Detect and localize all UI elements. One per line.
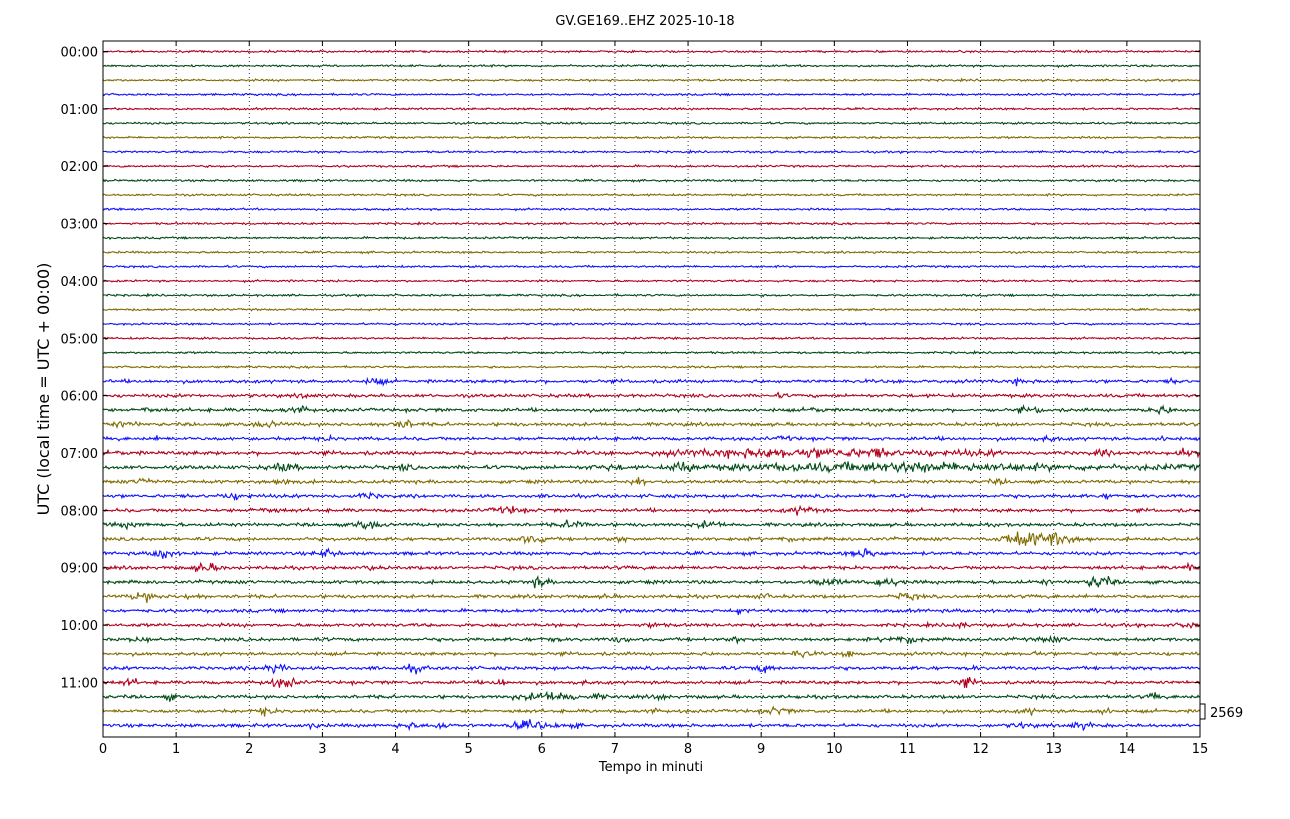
x-tick-label: 5 <box>465 742 473 757</box>
seismic-trace <box>102 121 1201 126</box>
seismic-trace <box>102 321 1201 327</box>
seismic-trace <box>102 391 1201 400</box>
seismic-trace <box>102 519 1201 531</box>
x-tick-label: 6 <box>538 742 546 757</box>
y-tick-label: 03:00 <box>61 218 98 233</box>
y-tick-label: 04:00 <box>61 275 98 290</box>
y-tick-label: 00:00 <box>61 46 98 61</box>
seismic-trace <box>102 278 1201 284</box>
amplitude-scale-label: 2569 <box>1210 706 1243 721</box>
plot-frame <box>102 40 1201 738</box>
x-tick-label: 14 <box>1119 742 1136 757</box>
x-tick-label: 1 <box>172 742 180 757</box>
y-axis-ticks: 00:00 01:00 02:00 03:00 04:00 05:00 06:00 07:00… <box>61 46 1200 691</box>
seismic-trace <box>102 620 1201 630</box>
y-tick-label: 07:00 <box>61 447 98 462</box>
x-tick-label: 8 <box>684 742 692 757</box>
seismic-trace <box>102 349 1201 355</box>
seismic-trace <box>102 307 1201 312</box>
x-tick-label: 4 <box>391 742 399 757</box>
y-tick-label: 08:00 <box>61 504 98 519</box>
seismic-trace <box>102 447 1200 459</box>
amplitude-scale-marker: 2569 <box>1199 703 1243 721</box>
seismic-trace <box>102 574 1201 589</box>
y-axis-label: UTC (local time = UTC + 00:00) <box>34 263 53 516</box>
seismic-trace <box>102 364 1201 370</box>
seismic-trace <box>102 264 1201 269</box>
seismic-trace <box>102 547 1201 559</box>
y-tick-label: 02:00 <box>61 160 98 175</box>
x-tick-label: 11 <box>899 742 916 757</box>
x-tick-label: 13 <box>1045 742 1062 757</box>
seismic-trace <box>102 592 1201 604</box>
seismic-trace <box>103 607 1201 616</box>
x-tick-label: 10 <box>826 742 843 757</box>
x-axis-ticks: 0 1 2 3 4 5 6 7 8 9 10 11 12 13 14 15 <box>99 41 1208 757</box>
seismic-trace <box>102 164 1201 169</box>
seismic-trace <box>102 77 1201 83</box>
x-tick-label: 3 <box>318 742 326 757</box>
x-tick-label: 9 <box>757 742 765 757</box>
seismic-trace <box>103 418 1201 429</box>
seismic-trace <box>102 376 1201 387</box>
x-axis-label: Tempo in minuti <box>598 760 703 775</box>
seismic-trace <box>102 106 1201 112</box>
seismic-trace <box>102 403 1201 416</box>
y-tick-label: 06:00 <box>61 390 98 405</box>
seismic-trace <box>102 220 1201 226</box>
seismic-trace <box>103 149 1201 155</box>
seismic-trace <box>102 504 1201 516</box>
seismic-trace <box>102 292 1201 298</box>
seismic-trace <box>102 649 1201 659</box>
seismic-trace <box>102 192 1201 197</box>
seismic-trace <box>102 705 1201 717</box>
x-tick-label: 2 <box>245 742 253 757</box>
x-tick-label: 7 <box>611 742 619 757</box>
seismic-trace <box>102 433 1201 443</box>
seismic-trace <box>102 531 1201 546</box>
y-tick-label: 10:00 <box>61 619 98 634</box>
seismic-trace <box>102 477 1201 487</box>
seismic-traces <box>102 49 1201 732</box>
minute-grid <box>175 41 1128 737</box>
seismic-trace <box>102 561 1201 573</box>
seismic-trace <box>102 207 1201 212</box>
y-tick-label: 11:00 <box>61 676 98 691</box>
seismic-trace <box>102 250 1201 255</box>
y-tick-label: 01:00 <box>61 103 98 118</box>
seismic-trace <box>102 690 1201 702</box>
x-tick-label: 12 <box>972 742 989 757</box>
chart-title: GV.GE169..EHZ 2025-10-18 <box>555 14 734 29</box>
seismic-trace <box>102 178 1201 183</box>
seismic-trace <box>102 460 1201 474</box>
seismic-trace <box>102 92 1201 97</box>
seismic-trace <box>102 634 1201 645</box>
y-tick-label: 05:00 <box>61 332 98 347</box>
x-tick-label: 0 <box>99 742 107 757</box>
seismic-trace <box>102 663 1201 675</box>
x-tick-label: 15 <box>1192 742 1209 757</box>
seismic-trace <box>102 491 1201 502</box>
seismic-trace <box>102 235 1201 241</box>
seismic-trace <box>102 49 1201 54</box>
y-tick-label: 09:00 <box>61 562 98 577</box>
seismic-trace <box>102 135 1201 140</box>
seismic-trace <box>102 63 1201 69</box>
seismic-trace <box>102 336 1201 341</box>
seismic-trace <box>102 676 1201 688</box>
seismic-trace <box>102 719 1201 732</box>
